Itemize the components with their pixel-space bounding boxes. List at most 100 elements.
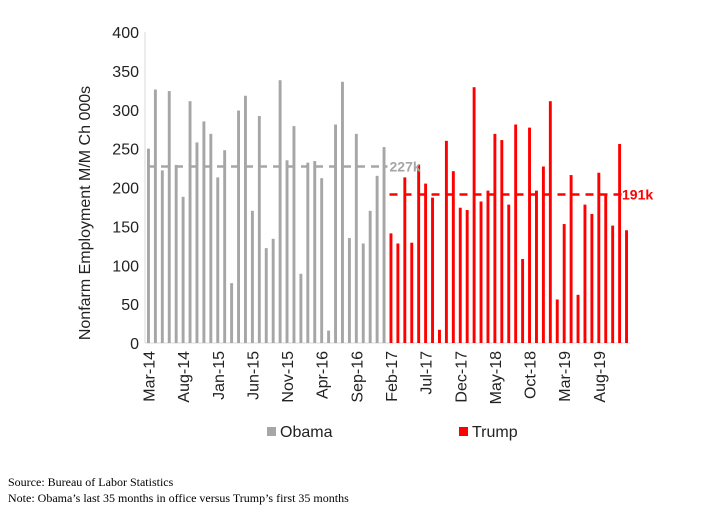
bar-obama: [216, 177, 220, 343]
bar-obama: [271, 238, 275, 343]
y-tick-label: 200: [112, 181, 139, 198]
bar-obama: [257, 115, 261, 343]
y-tick-label: 350: [112, 64, 139, 81]
bar-trump: [618, 143, 622, 343]
bar-trump: [438, 329, 441, 343]
bar-trump: [535, 190, 538, 343]
bar-trump: [417, 164, 421, 343]
bar-trump: [486, 190, 490, 343]
legend-label-obama: Obama: [280, 424, 333, 441]
bar-obama: [244, 95, 247, 343]
y-tick-label: 100: [112, 258, 139, 275]
bar-obama: [230, 283, 234, 343]
source-note: Source: Bureau of Labor Statistics: [8, 475, 174, 489]
bar-trump: [597, 172, 601, 343]
x-tick-label: May-18: [488, 351, 505, 404]
x-tick-label: Nov-15: [280, 351, 297, 403]
average-label-obama: 227k: [390, 159, 421, 175]
x-tick-label: Aug-19: [592, 351, 609, 403]
legend-swatch-trump: [459, 427, 468, 436]
x-tick-label: Oct-18: [523, 351, 540, 399]
bars-layer: [147, 80, 628, 344]
bar-obama: [347, 238, 351, 343]
bar-obama: [223, 150, 227, 343]
x-tick-label: Mar-14: [141, 351, 158, 402]
y-tick-label: 50: [121, 297, 139, 314]
bar-obama: [181, 196, 185, 343]
bar-trump: [396, 243, 400, 343]
y-tick-label: 150: [112, 219, 139, 236]
bar-trump: [403, 177, 407, 343]
bar-obama: [313, 161, 317, 343]
bar-obama: [153, 89, 157, 343]
bar-trump: [548, 101, 552, 343]
y-axis-label: Nonfarm Employment M/M Ch 000s: [77, 86, 94, 340]
bar-trump: [562, 224, 566, 343]
bar-obama: [167, 91, 171, 343]
bar-trump: [410, 242, 414, 343]
bar-obama: [264, 248, 268, 343]
bar-trump: [458, 207, 462, 343]
x-tick-label: Jan-15: [211, 351, 228, 400]
bar-trump: [521, 259, 525, 343]
legend: Obama Trump: [267, 424, 518, 441]
x-tick-label: Dec-17: [453, 351, 470, 403]
bar-obama: [195, 142, 199, 343]
bar-trump: [444, 140, 448, 343]
x-tick-label: Mar-19: [557, 351, 574, 402]
bar-trump: [500, 140, 504, 343]
bar-obama: [147, 148, 150, 344]
bar-obama: [174, 164, 178, 343]
bar-obama: [250, 210, 254, 343]
x-tick-label: Apr-16: [315, 351, 332, 399]
y-tick-label: 250: [112, 142, 139, 159]
bar-obama: [334, 124, 337, 344]
legend-swatch-obama: [267, 427, 276, 436]
bar-obama: [354, 133, 358, 343]
bar-trump: [514, 124, 518, 344]
average-label-trump: 191k: [622, 187, 653, 203]
bar-trump: [590, 213, 594, 343]
bar-trump: [424, 183, 428, 343]
bar-obama: [341, 81, 344, 343]
average-lines-layer: 227k 191k: [147, 159, 653, 203]
y-tick-label: 300: [112, 103, 139, 120]
bar-obama: [382, 147, 386, 343]
bar-trump: [555, 299, 559, 343]
bar-trump: [569, 175, 573, 343]
bar-trump: [493, 133, 497, 343]
employment-chart: 227k 191k 0 50 100 150 200 250 300 350 400 Mar-14 A…: [77, 25, 653, 441]
bar-obama: [202, 121, 206, 343]
tick-labels-layer: 0 50 100 150 200 250 300 350 400 Mar-14 Aug-14 Jan-…: [112, 25, 609, 404]
bar-obama: [375, 175, 379, 343]
bar-trump: [389, 233, 393, 343]
x-tick-label: Feb-17: [384, 351, 401, 402]
x-tick-label: Jul-17: [419, 351, 436, 395]
bar-obama: [285, 160, 289, 343]
bar-trump: [583, 204, 587, 343]
y-tick-label: 0: [130, 336, 139, 353]
bar-obama: [368, 210, 372, 343]
chart-notes: Source: Bureau of Labor Statistics Note:…: [8, 474, 349, 506]
bar-trump: [604, 194, 608, 343]
bar-obama: [361, 243, 365, 343]
x-tick-label: Jun-15: [245, 351, 262, 400]
legend-label-trump: Trump: [472, 424, 518, 441]
bar-trump: [611, 225, 615, 343]
bar-obama: [320, 178, 324, 343]
bar-obama: [292, 126, 296, 343]
bar-obama: [299, 273, 303, 343]
bar-trump: [465, 210, 469, 343]
bar-trump: [507, 204, 511, 343]
bar-obama: [160, 170, 164, 343]
x-tick-label: Aug-14: [176, 351, 193, 403]
bar-obama: [209, 133, 213, 343]
bar-trump: [472, 87, 476, 343]
bar-trump: [541, 166, 545, 343]
footnote: Note: Obama’s last 35 months in office v…: [8, 491, 349, 505]
y-tick-label: 400: [112, 25, 139, 42]
bar-trump: [625, 230, 628, 343]
bar-trump: [451, 171, 455, 343]
bar-obama: [306, 162, 310, 343]
x-tick-label: Sep-16: [349, 351, 366, 403]
